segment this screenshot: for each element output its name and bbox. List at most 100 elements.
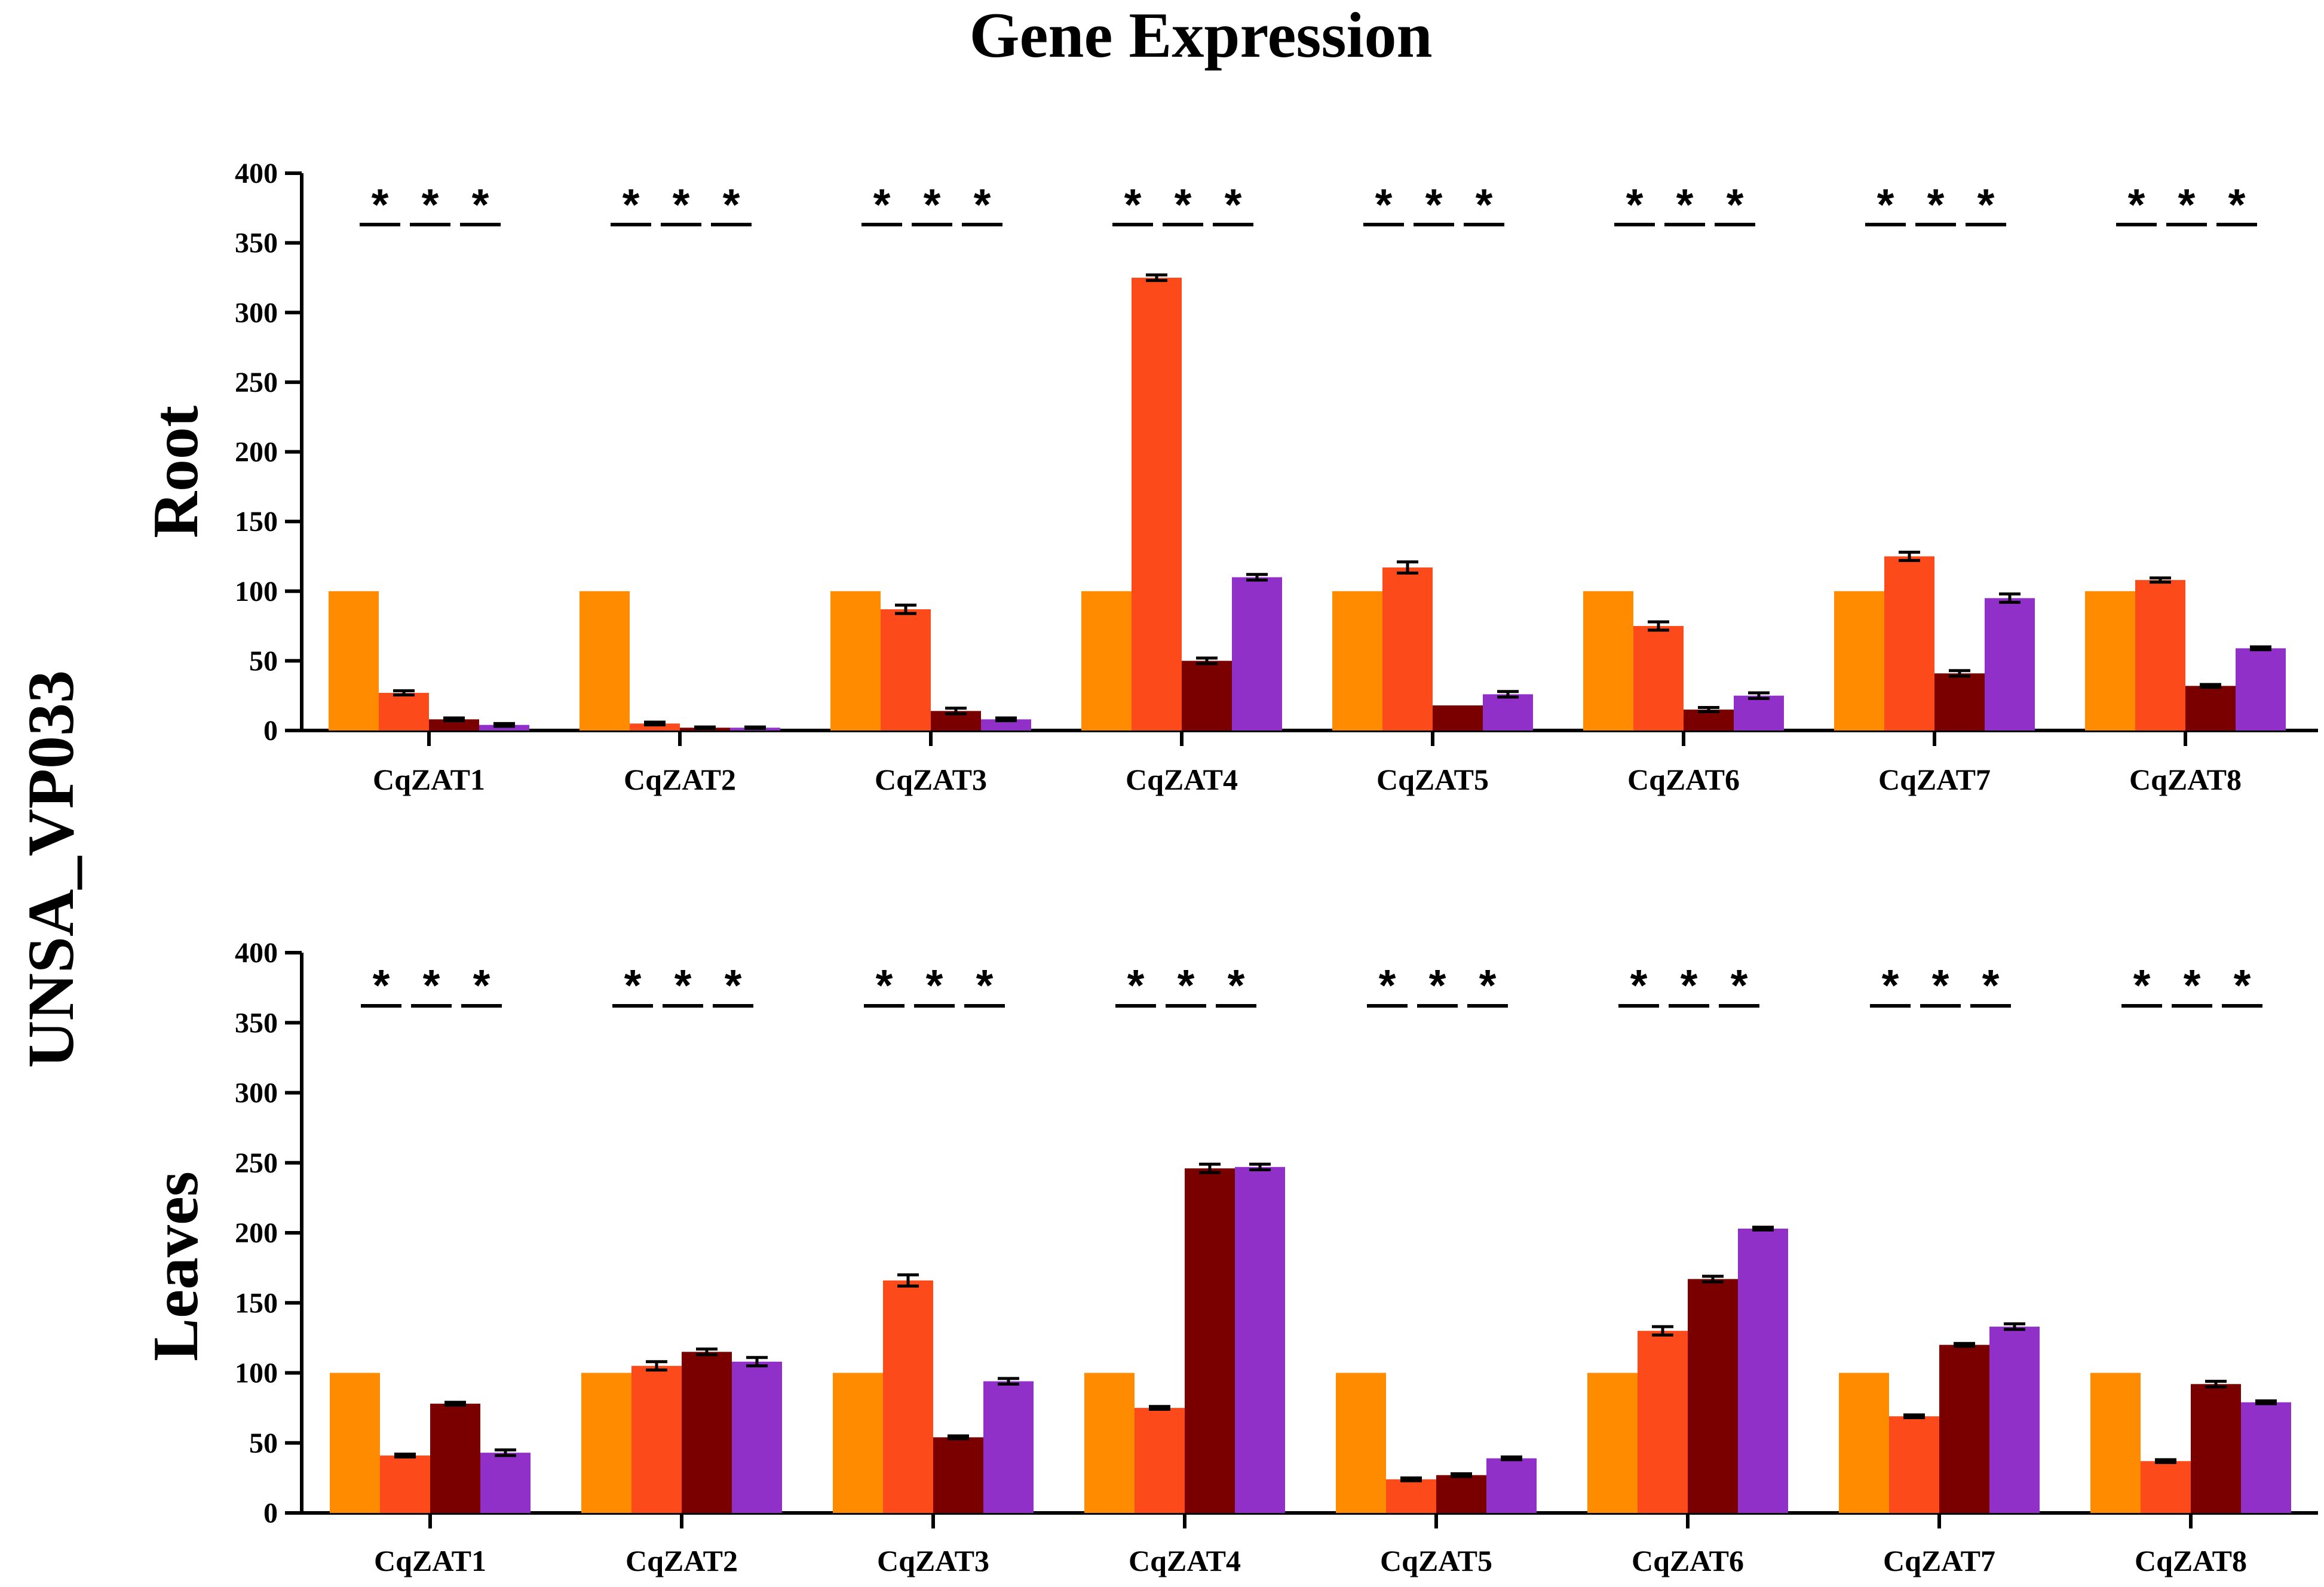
significance-star: * bbox=[1626, 180, 1644, 229]
significance-star: * bbox=[1127, 960, 1145, 1010]
significance-star: * bbox=[2234, 960, 2251, 1010]
bar-cqzat6-s1 bbox=[1583, 591, 1633, 730]
bar-cqzat4-s1 bbox=[1084, 1373, 1135, 1513]
category-label: CqZAT1 bbox=[373, 763, 485, 796]
significance-star: * bbox=[725, 960, 742, 1010]
significance-star: * bbox=[1932, 960, 1949, 1010]
bar-cqzat7-s2 bbox=[1889, 1416, 1939, 1513]
category-label: CqZAT5 bbox=[1380, 1544, 1492, 1577]
bar-cqzat7-s4 bbox=[1989, 1327, 2040, 1513]
bar-cqzat2-s1 bbox=[580, 591, 630, 730]
bar-cqzat8-s2 bbox=[2135, 580, 2185, 730]
category-label: CqZAT6 bbox=[1632, 1544, 1744, 1577]
category-label: CqZAT3 bbox=[877, 1544, 989, 1577]
significance-star: * bbox=[1429, 960, 1446, 1010]
bar-cqzat5-s2 bbox=[1382, 567, 1433, 730]
bar-cqzat2-s2 bbox=[630, 723, 680, 730]
bar-cqzat1-s2 bbox=[380, 1455, 430, 1513]
significance-star: * bbox=[876, 960, 893, 1010]
bar-cqzat4-s3 bbox=[1185, 1168, 1235, 1513]
panel-leaves: Leaves 0 50 100 150 200 250 300 350 400 CqZAT1 * * * C… bbox=[140, 937, 2318, 1577]
significance-star: * bbox=[2178, 180, 2196, 229]
y-tick-label: 150 bbox=[235, 506, 278, 538]
bar-cqzat8-s4 bbox=[2236, 648, 2286, 730]
bar-cqzat3-s2 bbox=[883, 1280, 933, 1513]
category-label: CqZAT8 bbox=[2129, 763, 2242, 796]
panel-root: Root 0 50 100 150 200 250 300 350 400 CqZAT1 * * * CqZ… bbox=[140, 158, 2318, 796]
significance-star: * bbox=[1982, 960, 2000, 1010]
bar-cqzat4-s2 bbox=[1132, 277, 1182, 730]
y-tick-label: 0 bbox=[263, 715, 278, 747]
category-label: CqZAT4 bbox=[1129, 1544, 1241, 1577]
category-label: CqZAT7 bbox=[1878, 763, 1991, 796]
bar-cqzat2-s4 bbox=[732, 1361, 782, 1513]
genotype-label: UNSA_VP033 bbox=[14, 670, 87, 1068]
bar-cqzat4-s3 bbox=[1182, 661, 1232, 730]
bar-cqzat4-s1 bbox=[1081, 591, 1132, 730]
bar-cqzat5-s1 bbox=[1332, 591, 1382, 730]
bar-cqzat1-s4 bbox=[480, 1453, 531, 1513]
bar-cqzat1-s1 bbox=[329, 591, 379, 730]
significance-star: * bbox=[1676, 180, 1694, 229]
significance-star: * bbox=[1225, 180, 1242, 229]
y-tick-label: 0 bbox=[263, 1497, 278, 1529]
significance-star: * bbox=[1379, 960, 1396, 1010]
bar-cqzat3-s1 bbox=[833, 1373, 883, 1513]
bar-cqzat3-s3 bbox=[933, 1437, 983, 1513]
bar-cqzat5-s2 bbox=[1386, 1479, 1436, 1513]
significance-star: * bbox=[976, 960, 994, 1010]
chart-title: Gene Expression bbox=[969, 0, 1432, 71]
significance-star: * bbox=[1727, 180, 1744, 229]
significance-star: * bbox=[624, 960, 642, 1010]
panel-ylabel: Root bbox=[140, 406, 211, 538]
bar-cqzat1-s3 bbox=[429, 719, 479, 730]
y-tick-label: 400 bbox=[235, 158, 278, 189]
significance-star: * bbox=[1178, 960, 1195, 1010]
bar-cqzat8-s2 bbox=[2141, 1461, 2191, 1513]
bar-cqzat6-s4 bbox=[1734, 695, 1784, 730]
y-tick-label: 300 bbox=[235, 297, 278, 329]
y-tick-label: 300 bbox=[235, 1078, 278, 1109]
significance-star: * bbox=[1425, 180, 1443, 229]
significance-star: * bbox=[924, 180, 941, 229]
significance-star: * bbox=[723, 180, 740, 229]
bar-cqzat8-s1 bbox=[2085, 591, 2135, 730]
significance-star: * bbox=[2133, 960, 2151, 1010]
bar-cqzat6-s3 bbox=[1688, 1279, 1738, 1513]
bar-cqzat5-s3 bbox=[1436, 1475, 1486, 1513]
significance-star: * bbox=[674, 960, 692, 1010]
significance-star: * bbox=[673, 180, 690, 229]
significance-star: * bbox=[1882, 960, 1899, 1010]
significance-star: * bbox=[373, 960, 390, 1010]
bar-cqzat8-s3 bbox=[2185, 686, 2236, 730]
significance-star: * bbox=[422, 180, 439, 229]
y-tick-label: 250 bbox=[235, 1147, 278, 1179]
significance-star: * bbox=[1731, 960, 1748, 1010]
bar-cqzat7-s4 bbox=[1985, 598, 2035, 730]
bar-cqzat6-s2 bbox=[1638, 1331, 1688, 1513]
y-tick-label: 200 bbox=[235, 1217, 278, 1249]
bar-cqzat2-s2 bbox=[631, 1365, 682, 1513]
category-label: CqZAT2 bbox=[624, 763, 736, 796]
significance-star: * bbox=[1977, 180, 1995, 229]
bar-cqzat5-s3 bbox=[1433, 705, 1483, 730]
category-label: CqZAT6 bbox=[1627, 763, 1740, 796]
bar-cqzat6-s2 bbox=[1633, 626, 1684, 730]
bar-cqzat4-s2 bbox=[1135, 1408, 1185, 1513]
significance-star: * bbox=[473, 960, 490, 1010]
bar-cqzat6-s1 bbox=[1587, 1373, 1638, 1513]
significance-star: * bbox=[372, 180, 389, 229]
significance-star: * bbox=[1375, 180, 1393, 229]
chart-panels: Root 0 50 100 150 200 250 300 350 400 CqZAT1 * * * CqZ… bbox=[140, 158, 2318, 1577]
bar-cqzat5-s4 bbox=[1483, 694, 1533, 730]
bar-cqzat7-s3 bbox=[1939, 1345, 1989, 1513]
bar-cqzat8-s1 bbox=[2090, 1373, 2141, 1513]
bar-cqzat7-s1 bbox=[1839, 1373, 1889, 1513]
bar-cqzat3-s4 bbox=[981, 719, 1031, 730]
significance-star: * bbox=[1228, 960, 1245, 1010]
y-tick-label: 100 bbox=[235, 1358, 278, 1389]
significance-star: * bbox=[873, 180, 891, 229]
panel-ylabel: Leaves bbox=[140, 1171, 211, 1361]
y-tick-label: 150 bbox=[235, 1287, 278, 1319]
